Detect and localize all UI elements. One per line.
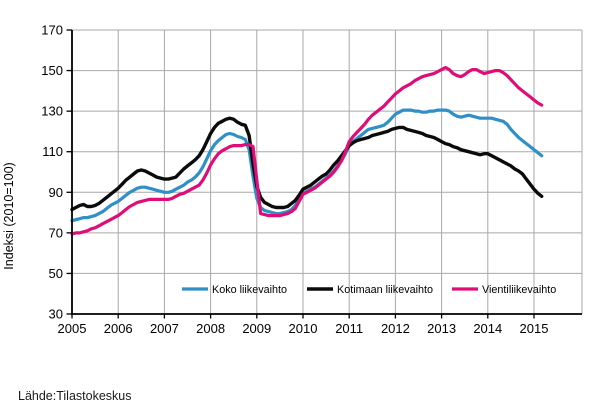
x-tick-label-2011: 2011 [335, 321, 363, 336]
series-line-koko-liikevaihto [70, 108, 544, 223]
source-note: Lähde:Tilastokeskus [18, 389, 132, 403]
x-tick-label-2014: 2014 [473, 321, 502, 336]
series-line-kotimaan-liikevaihto [70, 116, 544, 212]
axis-tick-labels: 30 50 70 90 110 130 150 170 2005 2006 2007 2008 2009… [41, 23, 548, 337]
legend-label-koko-liikevaihto: Koko liikevaihto [212, 284, 287, 296]
axes [66, 29, 582, 319]
x-tick-label-2010: 2010 [289, 321, 318, 336]
legend: Koko liikevaihto Kotimaan liikevaihto Vi… [182, 284, 556, 296]
y-tick-label-150: 150 [41, 63, 63, 78]
y-axis-title: Indeksi (2010=100) [2, 162, 16, 269]
x-tick-label-2015: 2015 [520, 321, 549, 336]
legend-label-vientiliikevaihto: Vientiliikevaihto [482, 284, 556, 296]
y-tick-label-30: 30 [49, 307, 63, 322]
y-tick-label-90: 90 [49, 185, 63, 200]
y-tick-label-50: 50 [49, 266, 63, 281]
x-tick-label-2012: 2012 [381, 321, 410, 336]
x-tick-label-2009: 2009 [242, 321, 271, 336]
series-lines [70, 65, 544, 236]
x-tick-label-2006: 2006 [104, 321, 133, 336]
y-tick-label-70: 70 [49, 225, 63, 240]
x-tick-label-2005: 2005 [58, 321, 87, 336]
y-tick-label-130: 130 [41, 104, 63, 119]
x-tick-label-2013: 2013 [427, 321, 456, 336]
y-tick-label-170: 170 [41, 23, 63, 38]
series-line-vientiliikevaihto [70, 65, 544, 236]
legend-label-kotimaan-liikevaihto: Kotimaan liikevaihto [337, 284, 433, 296]
x-tick-label-2008: 2008 [196, 321, 225, 336]
y-tick-label-110: 110 [42, 144, 63, 159]
x-tick-label-2007: 2007 [150, 321, 179, 336]
gridlines [72, 29, 583, 314]
